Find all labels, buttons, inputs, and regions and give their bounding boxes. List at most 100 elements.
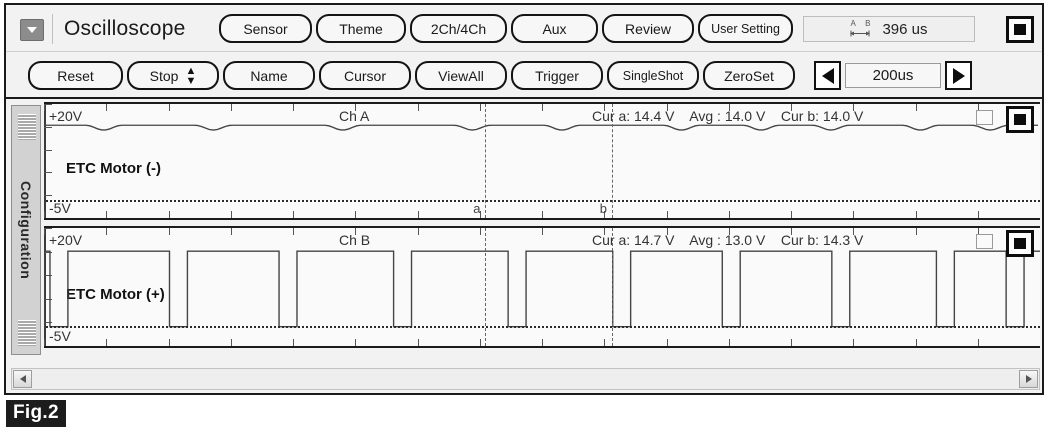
channel-a-baseline bbox=[46, 200, 1040, 202]
figure-caption: Fig.2 bbox=[6, 400, 66, 427]
arrow-right-icon bbox=[952, 67, 965, 84]
grip-icon-top bbox=[18, 114, 36, 140]
channel-a-enable-checkbox[interactable] bbox=[976, 110, 993, 125]
channel-count-button-label: 2Ch/4Ch bbox=[430, 20, 487, 37]
channel-a-cursor-a-label: Cur a: bbox=[592, 108, 631, 124]
scope-content: Configuration +20V -5V Ch A ETC Motor (-… bbox=[6, 101, 1042, 393]
channel-a-readouts: Cur a: 14.4 V Avg : 14.0 V Cur b: 14.0 V bbox=[592, 108, 863, 124]
toolbar-row-2: Reset Stop ▲ ▼ Name Cursor ViewAll Trigge… bbox=[6, 52, 1042, 99]
zeroset-button-label: ZeroSet bbox=[724, 67, 774, 84]
toolbar-row-1: Oscilloscope Sensor Theme 2Ch/4Ch Aux Re… bbox=[6, 5, 1042, 52]
grip-icon-bottom bbox=[18, 320, 36, 346]
channel-b-cursor-a-value: 14.7 V bbox=[634, 232, 675, 248]
reset-button-label: Reset bbox=[57, 67, 94, 84]
channel-b-waveform bbox=[44, 250, 1040, 328]
channel-b-vmin-label: -5V bbox=[49, 328, 71, 344]
trigger-button[interactable]: Trigger bbox=[511, 61, 603, 90]
window-menu-dropdown[interactable] bbox=[20, 19, 44, 41]
theme-button[interactable]: Theme bbox=[316, 14, 406, 43]
name-button[interactable]: Name bbox=[223, 61, 315, 90]
channel-a-cursor-b-line[interactable] bbox=[611, 104, 613, 218]
ab-distance-icon: A B bbox=[850, 19, 871, 38]
channel-b-name: Ch B bbox=[339, 232, 371, 248]
channel-a-vertical-axis bbox=[44, 104, 46, 218]
channel-a-waveform bbox=[44, 124, 1039, 131]
channel-b-cursor-a-label: Cur a: bbox=[592, 232, 631, 248]
channel-b-readouts: Cur a: 14.7 V Avg : 13.0 V Cur b: 14.3 V bbox=[592, 232, 863, 248]
channel-b-cursor-b-line[interactable] bbox=[611, 228, 613, 346]
channel-b-cursor-b-label: Cur b: bbox=[780, 232, 820, 248]
stop-square-button[interactable] bbox=[1006, 16, 1034, 43]
channel-b-enable-checkbox[interactable] bbox=[976, 234, 993, 249]
double-arrow-icon bbox=[850, 30, 871, 37]
channel-a-cursor-a-marker: a bbox=[473, 201, 481, 216]
channel-a-signal-label: ETC Motor (-) bbox=[66, 160, 161, 177]
cursor-button-label: Cursor bbox=[343, 67, 386, 84]
sidebar-item-configuration[interactable]: Configuration bbox=[11, 105, 41, 355]
sidebar-item-label: Configuration bbox=[18, 180, 34, 280]
channel-a-cursor-b-marker: b bbox=[599, 201, 607, 216]
timebase-decrease-button[interactable] bbox=[814, 61, 841, 90]
channel-a-stop-button[interactable] bbox=[1006, 106, 1034, 133]
channel-a-cursor-a-value: 14.4 V bbox=[634, 108, 675, 124]
viewall-button[interactable]: ViewAll bbox=[415, 61, 507, 90]
reset-button[interactable]: Reset bbox=[28, 61, 123, 90]
channel-b-panel[interactable]: +20V -5V Ch B ETC Motor (+) Cur a: 14.7 … bbox=[44, 226, 1040, 348]
theme-button-label: Theme bbox=[339, 20, 383, 37]
channel-b-vertical-axis bbox=[44, 228, 46, 346]
stop-square-icon bbox=[1013, 23, 1027, 36]
channel-a-name: Ch A bbox=[339, 108, 370, 124]
channel-b-avg-label: Avg : bbox=[689, 232, 721, 248]
channel-a-vmin-label: -5V bbox=[49, 200, 71, 216]
arrow-right-icon bbox=[1025, 375, 1032, 383]
channel-b-signal-label: ETC Motor (+) bbox=[66, 286, 165, 303]
ab-icon-label-b: B bbox=[865, 19, 871, 28]
channel-b-top-ticks bbox=[44, 228, 1040, 236]
timebase-value[interactable]: 200us bbox=[845, 63, 941, 88]
channel-b-cursor-b-value: 14.3 V bbox=[822, 232, 864, 248]
oscilloscope-window: Oscilloscope Sensor Theme 2Ch/4Ch Aux Re… bbox=[4, 3, 1044, 395]
cursor-button[interactable]: Cursor bbox=[319, 61, 411, 90]
channel-b-baseline bbox=[46, 326, 1040, 328]
singleshot-button[interactable]: SingleShot bbox=[607, 61, 699, 90]
review-button[interactable]: Review bbox=[602, 14, 694, 43]
page-title: Oscilloscope bbox=[64, 17, 186, 40]
channel-b-vmax-label: +20V bbox=[49, 232, 83, 248]
stop-button[interactable]: Stop ▲ ▼ bbox=[127, 61, 219, 90]
channel-a-cursor-a-line[interactable] bbox=[485, 104, 487, 218]
user-setting-button-label: User Setting bbox=[711, 21, 780, 36]
plot-area: +20V -5V Ch A ETC Motor (-) Cur a: 14.4 … bbox=[44, 102, 1040, 365]
arrow-left-icon bbox=[19, 375, 26, 383]
channel-b-bottom-ticks bbox=[44, 338, 1040, 346]
stop-button-label: Stop bbox=[149, 67, 179, 84]
channel-a-cursor-b-value: 14.0 V bbox=[822, 108, 864, 124]
stop-square-icon bbox=[1013, 237, 1027, 250]
channel-a-left-ticks bbox=[44, 104, 53, 218]
spinner-icon[interactable]: ▲ ▼ bbox=[185, 64, 197, 87]
name-button-label: Name bbox=[250, 67, 288, 84]
scroll-right-button[interactable] bbox=[1019, 370, 1038, 388]
sensor-button[interactable]: Sensor bbox=[219, 14, 312, 43]
channel-b-avg-value: 13.0 V bbox=[724, 232, 766, 248]
sensor-button-label: Sensor bbox=[243, 20, 288, 37]
toolbar-divider bbox=[52, 14, 53, 44]
channel-b-stop-button[interactable] bbox=[1006, 230, 1034, 257]
channel-a-bottom-ticks bbox=[44, 210, 1040, 218]
channel-a-avg-label: Avg : bbox=[689, 108, 721, 124]
cursor-delta-readout: A B 396 us bbox=[803, 16, 975, 42]
viewall-button-label: ViewAll bbox=[438, 67, 484, 84]
channel-a-panel[interactable]: +20V -5V Ch A ETC Motor (-) Cur a: 14.4 … bbox=[44, 102, 1040, 220]
zeroset-button[interactable]: ZeroSet bbox=[703, 61, 795, 90]
timebase-increase-button[interactable] bbox=[945, 61, 972, 90]
channel-a-vmax-label: +20V bbox=[49, 108, 83, 124]
aux-button[interactable]: Aux bbox=[511, 14, 598, 43]
channel-b-cursor-a-line[interactable] bbox=[485, 228, 487, 346]
singleshot-button-label: SingleShot bbox=[622, 68, 684, 83]
arrow-left-icon bbox=[821, 67, 834, 84]
horizontal-scrollbar[interactable] bbox=[11, 368, 1040, 390]
channel-b-left-ticks bbox=[44, 228, 53, 346]
user-setting-button[interactable]: User Setting bbox=[698, 14, 793, 43]
scroll-left-button[interactable] bbox=[13, 370, 32, 388]
channel-count-button[interactable]: 2Ch/4Ch bbox=[410, 14, 507, 43]
